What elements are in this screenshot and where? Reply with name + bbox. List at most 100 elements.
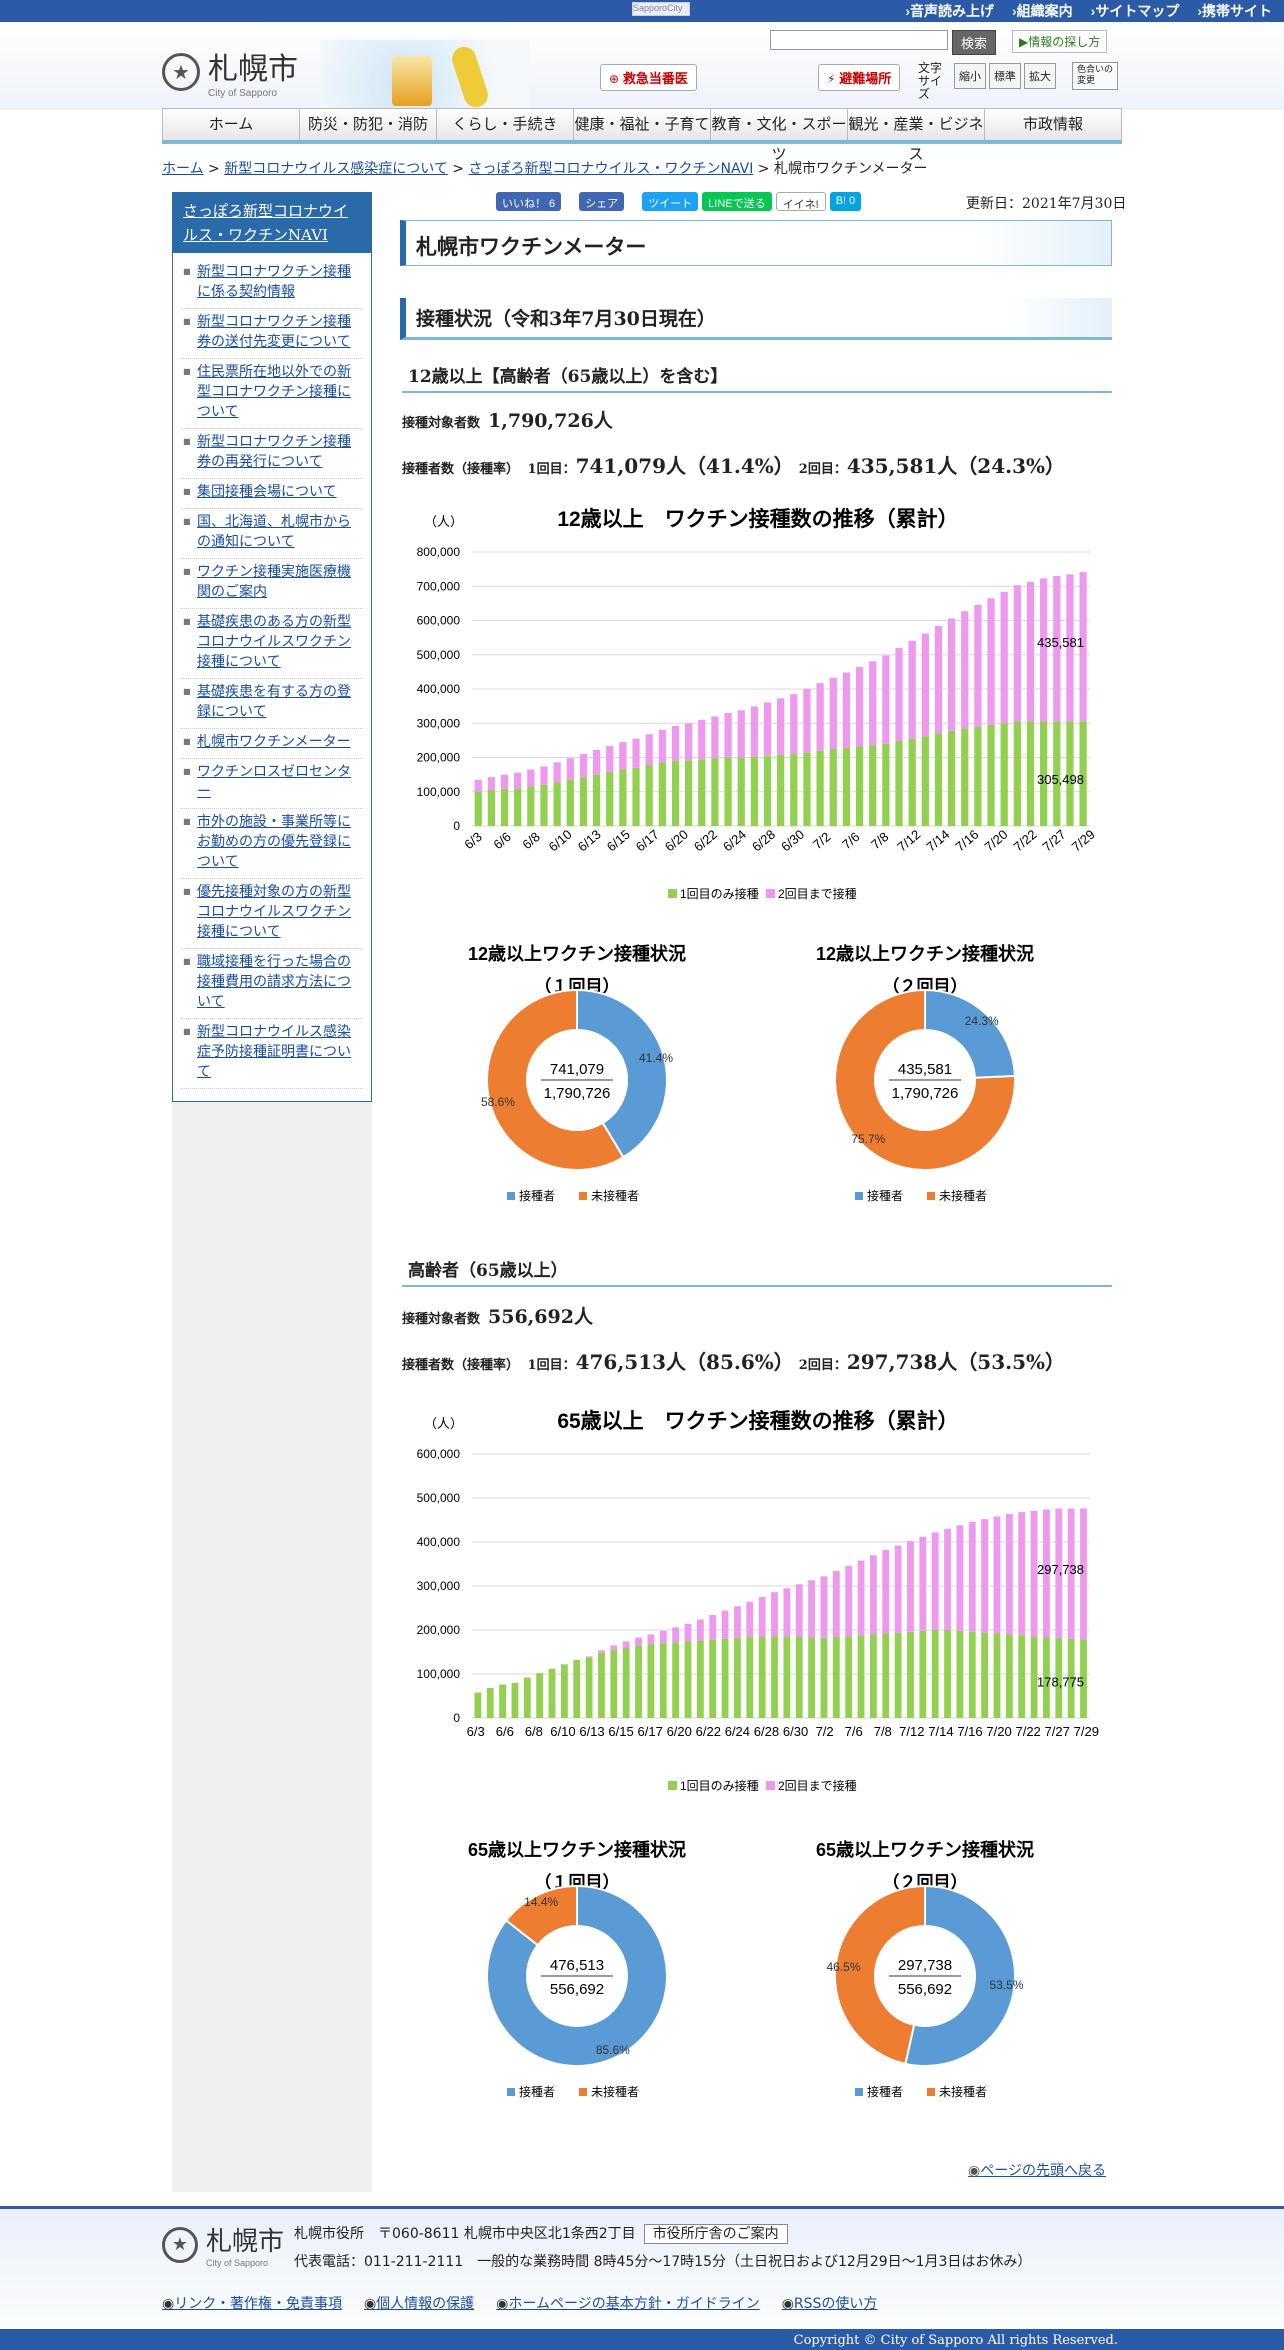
sidebar-item[interactable]: 新型コロナワクチン接種券の送付先変更について	[181, 309, 363, 359]
sidebar-item[interactable]: 集団接種会場について	[181, 479, 363, 509]
emergency-doctor-button[interactable]: ⊕ 救急当番医	[600, 64, 697, 91]
bar-second-dose	[816, 683, 824, 751]
footer-logo[interactable]: ★ 札幌市 City of Sapporo	[162, 2221, 284, 2268]
line-button[interactable]: LINEで送る	[702, 192, 772, 211]
sidebar-item[interactable]: 基礎疾患を有する方の登録について	[181, 679, 363, 729]
nav-living[interactable]: くらし・手続き	[437, 109, 574, 140]
top-link-mobile[interactable]: 携帯サイト	[1197, 1, 1272, 21]
facebook-share-button[interactable]: シェア	[579, 192, 625, 211]
bar-first-dose	[919, 1630, 927, 1718]
pie-slice-not-vaccinated	[486, 988, 625, 1171]
nav-home[interactable]: ホーム	[163, 109, 300, 140]
nav-government[interactable]: 市政情報	[1022, 115, 1083, 133]
font-standard-button[interactable]: 標準	[989, 63, 1021, 89]
breadcrumb-current: 札幌市ワクチンメーター	[773, 161, 928, 177]
footer-link-rss[interactable]: RSSの使い方	[782, 2293, 878, 2313]
pie-percent-label: 46.5%	[826, 1960, 860, 1974]
sidebar-item-link[interactable]: 新型コロナウイルス感染症予防接種証明書について	[197, 1024, 351, 1080]
sidebar-item-link[interactable]: 新型コロナワクチン接種券の送付先変更について	[197, 314, 351, 350]
sidebar-item[interactable]: 札幌市ワクチンメーター	[181, 729, 363, 759]
sidebar-item-link[interactable]: 住民票所在地以外での新型コロナワクチン接種について	[197, 364, 351, 420]
pie-slice-vaccinated	[904, 1884, 1016, 2067]
shelter-button[interactable]: ⚡ 避難場所	[818, 64, 901, 91]
sidebar-item-link[interactable]: 新型コロナワクチン接種に係る契約情報	[197, 264, 351, 300]
sidebar-item-link[interactable]: ワクチンロスゼロセンター	[197, 764, 351, 800]
nav-tourism[interactable]: 観光・産業・ビジネス	[848, 109, 985, 163]
bar-first-dose	[1013, 721, 1021, 826]
sidebar-item-link[interactable]: 札幌市ワクチンメーター	[197, 734, 351, 750]
search-input[interactable]	[770, 30, 948, 50]
bar-second-dose	[968, 1521, 976, 1632]
font-small-button[interactable]: 縮小	[954, 63, 986, 89]
sidebar-item-link[interactable]: 市外の施設・事業所等にお勤めの方の優先登録について	[197, 814, 351, 870]
bar-second-dose	[598, 1650, 605, 1653]
sidebar-title[interactable]: さっぽろ新型コロナウイルス・ワクチンNAVI	[173, 193, 371, 253]
top-link-organization[interactable]: 組織案内	[1012, 1, 1073, 21]
breadcrumb-navi[interactable]: さっぽろ新型コロナウイルス・ワクチンNAVI	[468, 161, 754, 177]
x-tick-label: 6/10	[546, 827, 575, 855]
sidebar-item[interactable]: ワクチン接種実施医療機関のご案内	[181, 559, 363, 609]
footer-link-copyright[interactable]: リンク・著作権・免責事項	[162, 2293, 342, 2313]
bar-second-dose	[1067, 1508, 1075, 1639]
sidebar-item-link[interactable]: 国、北海道、札幌市からの通知について	[197, 514, 351, 550]
breadcrumb-covid[interactable]: 新型コロナウイルス感染症について	[224, 161, 448, 177]
pie-center-bottom: 1,790,726	[892, 1085, 959, 1102]
back-to-top-link[interactable]: ページの先頭へ戻る	[968, 2163, 1106, 2179]
sidebar-item[interactable]: 国、北海道、札幌市からの通知について	[181, 509, 363, 559]
sidebar-item-link[interactable]: 新型コロナワクチン接種券の再発行について	[197, 434, 351, 470]
nav-health[interactable]: 健康・福祉・子育て	[574, 109, 711, 140]
search-help-link[interactable]: 情報の探し方	[1012, 30, 1108, 53]
sidebar-item[interactable]: 基礎疾患のある方の新型コロナウイルスワクチン接種について	[181, 609, 363, 679]
breadcrumb-home[interactable]: ホーム	[162, 161, 204, 177]
sidebar-item-link[interactable]: 集団接種会場について	[197, 484, 337, 500]
tweet-button[interactable]: ツイート	[642, 192, 699, 211]
footer-link-guideline[interactable]: ホームページの基本方針・ガイドライン	[496, 2293, 759, 2313]
bar-first-dose	[721, 1638, 729, 1718]
bar-second-dose	[724, 712, 732, 758]
bar-second-dose	[1066, 574, 1074, 722]
sidebar-item-link[interactable]: 職域接種を行った場合の接種費用の請求方法について	[197, 954, 351, 1010]
sidebar-item[interactable]: 職域接種を行った場合の接種費用の請求方法について	[181, 949, 363, 1019]
bar-second-dose	[696, 1619, 704, 1641]
bar-second-dose	[808, 1580, 815, 1638]
x-tick-label: 6/22	[696, 1724, 721, 1739]
sidebar-item-link[interactable]: ワクチン接種実施医療機関のご案内	[197, 564, 351, 600]
sidebar-item[interactable]: 優先接種対象の方の新型コロナウイルスワクチン接種について	[181, 879, 363, 949]
nav-education[interactable]: 教育・文化・スポーツ	[711, 109, 848, 163]
back-to-top[interactable]: ページの先頭へ戻る	[968, 2160, 1106, 2180]
sidebar-item-link[interactable]: 基礎疾患のある方の新型コロナウイルスワクチン接種について	[197, 614, 351, 670]
bar-second-dose	[795, 1584, 803, 1638]
x-tick-label: 7/29	[1074, 1724, 1099, 1739]
sidebar-item[interactable]: 新型コロナワクチン接種券の再発行について	[181, 429, 363, 479]
facebook-like-button[interactable]: いいね！ 6	[496, 192, 562, 211]
footer-link-privacy[interactable]: 個人情報の保護	[364, 2293, 474, 2313]
bar-second-dose	[803, 688, 811, 753]
font-large-button[interactable]: 拡大	[1024, 63, 1056, 89]
top-link-voice[interactable]: 音声読み上げ	[905, 1, 994, 21]
top-link-sitemap[interactable]: サイトマップ	[1091, 1, 1179, 21]
bar-second-dose	[619, 742, 627, 770]
sidebar-item-link[interactable]: 優先接種対象の方の新型コロナウイルスワクチン接種について	[197, 884, 351, 940]
bar-second-dose	[931, 1532, 939, 1630]
nav-disaster[interactable]: 防災・防犯・消防	[300, 109, 437, 140]
bar-second-dose	[698, 719, 706, 760]
office-guide-button[interactable]: 市役所庁舎のご案内	[643, 2224, 788, 2244]
sidebar-item[interactable]: 市外の施設・事業所等にお勤めの方の優先登録について	[181, 809, 363, 879]
color-change-button[interactable]: 色合いの変更	[1072, 62, 1118, 90]
sidebar-item[interactable]: 新型コロナウイルス感染症予防接種証明書について	[181, 1019, 363, 1089]
site-logo[interactable]: ★ 札幌市 City of Sapporo	[162, 44, 298, 99]
sidebar-item-link[interactable]: 基礎疾患を有する方の登録について	[197, 684, 351, 720]
sidebar-item[interactable]: 住民票所在地以外での新型コロナワクチン接種について	[181, 359, 363, 429]
mixi-button[interactable]: イイネ!	[775, 192, 826, 211]
pie-center-bottom: 556,692	[898, 1981, 952, 1998]
bar-first-dose	[474, 791, 482, 826]
bar-first-dose	[619, 769, 627, 826]
legend-label-vaccinated: 接種者	[519, 2084, 555, 2099]
sidebar-item[interactable]: 新型コロナワクチン接種に係る契約情報	[181, 259, 363, 309]
bar-first-dose	[981, 1632, 989, 1718]
legend-swatch-vaccinated	[507, 2088, 515, 2096]
search-button[interactable]: 検索	[952, 30, 997, 55]
sidebar-item[interactable]: ワクチンロスゼロセンター	[181, 759, 363, 809]
bar-first-dose	[560, 1664, 568, 1718]
hatena-button[interactable]: B! 0	[829, 192, 862, 211]
